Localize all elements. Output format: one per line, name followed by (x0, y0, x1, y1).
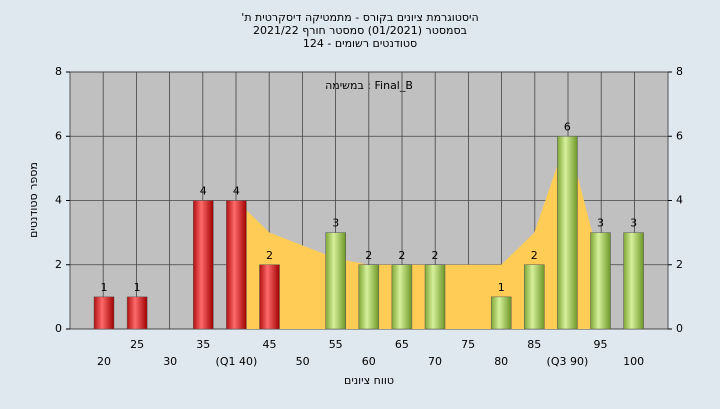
y-tick-label: 8 (55, 65, 62, 78)
x-tick-label: 30 (163, 355, 177, 368)
data-label: 4 (233, 185, 240, 198)
y-axis-label: מספר סטודנטים (27, 162, 40, 238)
bar (590, 232, 611, 330)
data-label: 3 (332, 217, 339, 230)
bar (259, 264, 280, 330)
x-axis-label: טווח ציונים (344, 374, 394, 387)
bar (358, 264, 380, 330)
y-tick-label: 0 (55, 322, 62, 335)
x-tick-label: 85 (527, 338, 541, 351)
bar (93, 296, 115, 330)
bar (557, 136, 578, 330)
y2-tick-label: 4 (676, 194, 683, 207)
data-label: 3 (597, 217, 604, 230)
data-label: 2 (432, 249, 439, 262)
y2-tick-label: 2 (676, 258, 683, 271)
data-label: 1 (134, 281, 141, 294)
data-label: 2 (531, 249, 538, 262)
x-tick-label: 25 (130, 338, 144, 351)
bar (623, 232, 644, 330)
y2-tick-label: 6 (676, 129, 683, 142)
bar (126, 296, 148, 330)
x-tick-label: 95 (594, 338, 608, 351)
x-tick-label: 50 (296, 355, 310, 368)
chart-title: 'היסטוגרמת ציונים בקורס - מתמטיקה דיסקרט… (241, 11, 478, 24)
x-tick-label: (Q1 40) (216, 355, 258, 368)
chart-subtitle: בסמסטר (01/2021) סמסטר חורף 2021/22 (253, 24, 467, 37)
x-tick-label: 70 (428, 355, 442, 368)
data-label: 2 (266, 249, 273, 262)
data-label: 2 (365, 249, 372, 262)
bar (490, 296, 512, 330)
x-tick-label: 75 (461, 338, 475, 351)
y-tick-label: 6 (55, 129, 62, 142)
x-tick-label: 100 (623, 355, 644, 368)
data-label: 6 (564, 120, 571, 133)
x-tick-label: 20 (97, 355, 111, 368)
x-tick-label: 45 (263, 338, 277, 351)
bar (325, 232, 346, 330)
chart-note: סטודנטים רשומים - 124 (303, 37, 417, 50)
x-tick-label: 60 (362, 355, 376, 368)
x-tick-label: 35 (196, 338, 210, 351)
x-tick-label: 65 (395, 338, 409, 351)
bar (193, 200, 214, 330)
x-tick-label: 80 (494, 355, 508, 368)
y-tick-label: 4 (55, 194, 62, 207)
data-label: 1 (498, 281, 505, 294)
x-tick-label: (Q3 90) (547, 355, 589, 368)
y-tick-label: 2 (55, 258, 62, 271)
x-tick-label: 55 (329, 338, 343, 351)
data-label: 2 (398, 249, 405, 262)
y2-tick-label: 0 (676, 322, 683, 335)
bar (524, 264, 545, 330)
data-label: 1 (101, 281, 108, 294)
data-label: 4 (200, 185, 207, 198)
bar (424, 264, 446, 330)
data-label: 3 (630, 217, 637, 230)
bar (226, 200, 247, 330)
bar (391, 264, 413, 330)
y2-tick-label: 8 (676, 65, 683, 78)
